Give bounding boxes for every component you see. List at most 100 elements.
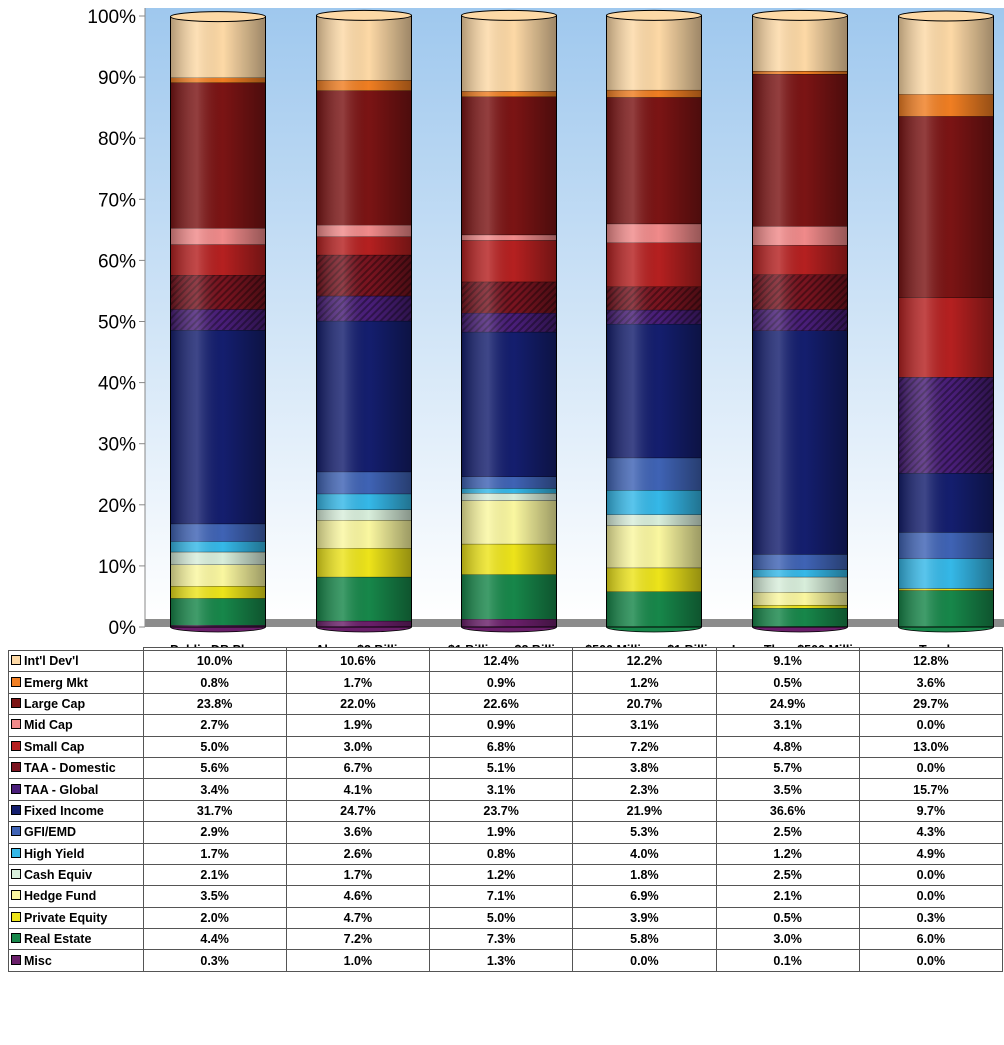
table-cell: 12.8% xyxy=(858,649,1004,673)
table-cell: 2.5% xyxy=(715,821,860,844)
table-cell: 10.6% xyxy=(285,649,431,673)
table-cell: 2.1% xyxy=(715,885,860,908)
table-cell: 1.9% xyxy=(428,821,574,844)
cylinder-shading xyxy=(898,16,994,627)
series-name: Hedge Fund xyxy=(24,889,97,904)
series-label: Fixed Income xyxy=(8,799,144,823)
table-cell: 1.9% xyxy=(285,714,431,737)
table-cell: 3.8% xyxy=(572,756,717,780)
table-row: GFI/EMD 2.9% 3.6% 1.9% 5.3% 2.5% 4.3% xyxy=(8,821,1004,844)
table-cell: 5.8% xyxy=(572,928,717,951)
table-cell: 9.1% xyxy=(715,649,860,673)
table-cell: 1.3% xyxy=(428,949,574,972)
table-cell: 6.9% xyxy=(572,885,717,908)
table-row: TAA - Global 3.4% 4.1% 3.1% 2.3% 3.5% 15.7% xyxy=(8,778,1004,801)
y-tick-label: 100% xyxy=(87,7,136,28)
series-name: GFI/EMD xyxy=(24,825,77,840)
table-cell: 2.1% xyxy=(142,863,287,887)
table-cell: 15.7% xyxy=(858,778,1004,801)
series-name: Fixed Income xyxy=(24,803,104,818)
legend-swatch xyxy=(11,719,21,730)
table-cell: 36.6% xyxy=(715,799,860,823)
table-cell: 3.9% xyxy=(572,906,717,930)
table-cell: 1.7% xyxy=(285,863,431,887)
category-label: $1 Billion - $2 Billion xyxy=(448,643,570,647)
table-cell: 0.9% xyxy=(428,671,574,694)
table-row: Emerg Mkt 0.8% 1.7% 0.9% 1.2% 0.5% 3.6% xyxy=(8,671,1004,694)
table-cell: 3.6% xyxy=(285,821,431,844)
table-row: Int'l Dev'l 10.0% 10.6% 12.4% 12.2% 9.1% 12.8% xyxy=(8,649,1004,673)
series-label: Hedge Fund xyxy=(8,885,144,908)
table-cell: 10.0% xyxy=(142,649,287,673)
table-cell: 20.7% xyxy=(572,692,717,716)
table-row: Large Cap 23.8% 22.0% 22.6% 20.7% 24.9% 29.7% xyxy=(8,692,1004,716)
series-label: Large Cap xyxy=(8,692,144,716)
table-cell: 3.5% xyxy=(142,885,287,908)
table-cell: 3.4% xyxy=(142,778,287,801)
table-cell: 4.8% xyxy=(715,735,860,758)
table-cell: 3.0% xyxy=(715,928,860,951)
table-cell: 3.1% xyxy=(428,778,574,801)
series-name: Small Cap xyxy=(24,739,85,754)
cylinder-bar xyxy=(606,9,702,633)
category-label: $500 Million - $1 Billion xyxy=(585,643,723,647)
table-cell: 29.7% xyxy=(858,692,1004,716)
table-row: Private Equity 2.0% 4.7% 5.0% 3.9% 0.5% 0.3% xyxy=(8,906,1004,930)
table-cell: 21.9% xyxy=(572,799,717,823)
table-cell: 24.9% xyxy=(715,692,860,716)
table-cell: 5.3% xyxy=(572,821,717,844)
table-cell: 2.3% xyxy=(572,778,717,801)
table-cell: 13.0% xyxy=(858,735,1004,758)
table-cell: 1.2% xyxy=(715,842,860,865)
series-label: Emerg Mkt xyxy=(8,671,144,694)
table-cell: 7.1% xyxy=(428,885,574,908)
y-tick-label: 50% xyxy=(98,313,136,334)
y-tick-label: 80% xyxy=(98,129,136,150)
table-cell: 5.1% xyxy=(428,756,574,780)
table-row: Fixed Income 31.7% 24.7% 23.7% 21.9% 36.6% 9.7… xyxy=(8,799,1004,823)
series-label: Misc xyxy=(8,949,144,972)
table-cell: 6.7% xyxy=(285,756,431,780)
table-cell: 4.3% xyxy=(858,821,1004,844)
table-cell: 5.7% xyxy=(715,756,860,780)
cylinder-bar xyxy=(170,11,266,633)
cylinder-top xyxy=(316,9,412,21)
series-name: Emerg Mkt xyxy=(24,675,88,690)
cylinder-top xyxy=(898,10,994,22)
table-cell: 0.0% xyxy=(858,863,1004,887)
table-row: TAA - Domestic 5.6% 6.7% 5.1% 3.8% 5.7% 0.0% xyxy=(8,756,1004,780)
table-row: Hedge Fund 3.5% 4.6% 7.1% 6.9% 2.1% 0.0% xyxy=(8,885,1004,908)
series-label: High Yield xyxy=(8,842,144,865)
series-label: Int'l Dev'l xyxy=(8,649,144,673)
category-label: Public DB Plans xyxy=(170,643,266,647)
category-label: Teachers xyxy=(919,643,973,647)
table-cell: 1.0% xyxy=(285,949,431,972)
legend-swatch xyxy=(11,697,21,708)
cylinder-top xyxy=(170,11,266,23)
cylinder-top xyxy=(461,9,557,21)
series-name: TAA - Domestic xyxy=(24,761,116,776)
table-row: Cash Equiv 2.1% 1.7% 1.2% 1.8% 2.5% 0.0% xyxy=(8,863,1004,887)
cylinder-bar xyxy=(898,10,994,633)
cylinder-top xyxy=(606,9,702,21)
table-cell: 2.5% xyxy=(715,863,860,887)
cylinder-shading xyxy=(170,16,266,627)
y-tick-label: 30% xyxy=(98,435,136,456)
table-cell: 7.2% xyxy=(285,928,431,951)
cylinder-bar xyxy=(316,9,412,633)
table-cell: 5.6% xyxy=(142,756,287,780)
stacked-cylinder-chart: 0% 10% 20% 30% 40% 50% 60% 70% 80% 90% 100% Public… xyxy=(87,7,1004,647)
table-row: Small Cap 5.0% 3.0% 6.8% 7.2% 4.8% 13.0% xyxy=(8,735,1004,758)
table-cell: 3.1% xyxy=(572,714,717,737)
table-cell: 0.5% xyxy=(715,906,860,930)
table-cell: 4.7% xyxy=(285,906,431,930)
y-tick-label: 70% xyxy=(98,190,136,211)
series-label: TAA - Global xyxy=(8,778,144,801)
table-row: High Yield 1.7% 2.6% 0.8% 4.0% 1.2% 4.9% xyxy=(8,842,1004,865)
series-name: High Yield xyxy=(24,846,85,861)
table-cell: 2.6% xyxy=(285,842,431,865)
table-cell: 24.7% xyxy=(285,799,431,823)
series-label: Real Estate xyxy=(8,928,144,951)
legend-swatch xyxy=(11,740,21,751)
series-name: Cash Equiv xyxy=(24,868,93,883)
